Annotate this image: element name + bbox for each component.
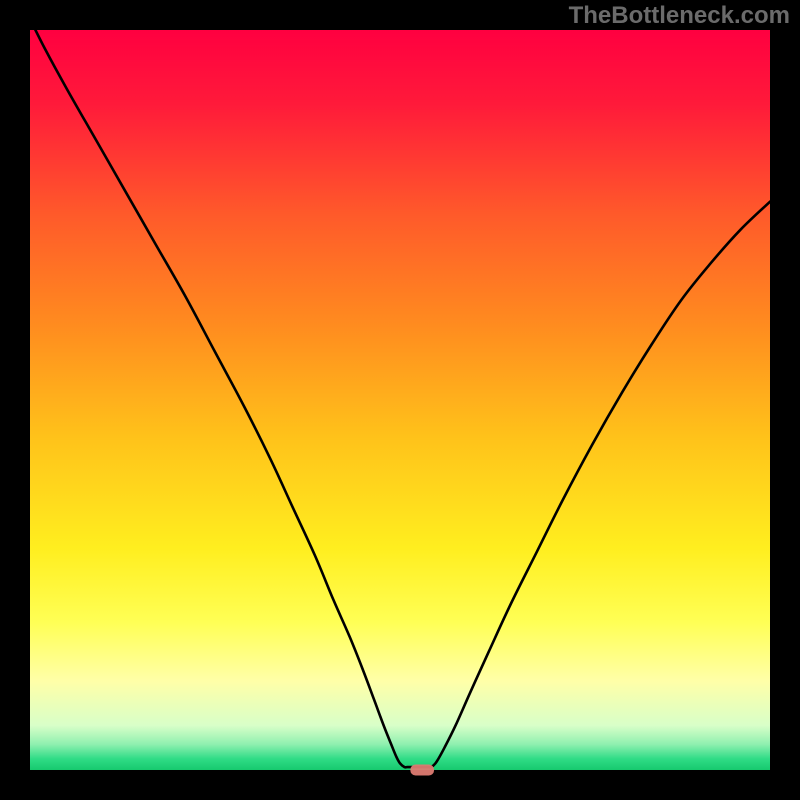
bottleneck-curve-chart [0,0,800,800]
watermark-label: TheBottleneck.com [569,2,790,30]
gradient-background [30,30,770,770]
plot-area [30,19,770,776]
optimal-point-marker [410,764,434,775]
chart-stage: TheBottleneck.com [0,0,800,800]
